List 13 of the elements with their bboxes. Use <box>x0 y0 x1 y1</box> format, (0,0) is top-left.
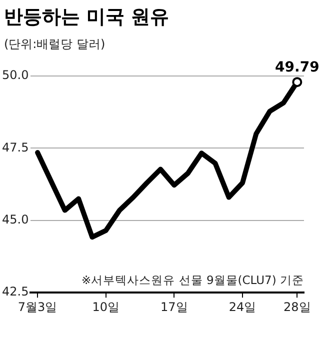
chart-subtitle: (단위:배럴당 달러) <box>4 36 106 53</box>
data-label: 49.79 <box>275 60 320 76</box>
y-tick-label: 47.5 <box>2 140 29 154</box>
y-tick-label: 50.0 <box>2 68 29 82</box>
chart-title: 반등하는 미국 원유 <box>4 5 170 30</box>
x-tick-label: 28일 <box>284 300 311 314</box>
x-tick-label: 7월3일 <box>18 300 58 314</box>
annotation: ※서부텍사스원유 선물 9월물(CLU7) 기준 <box>82 272 304 287</box>
x-tick-label: 24일 <box>228 300 256 314</box>
x-tick-label: 10일 <box>92 300 120 314</box>
x-tick-label: 17일 <box>160 300 188 314</box>
y-tick-label: 45.0 <box>2 212 29 227</box>
y-tick-label: 42.5 <box>2 284 29 299</box>
